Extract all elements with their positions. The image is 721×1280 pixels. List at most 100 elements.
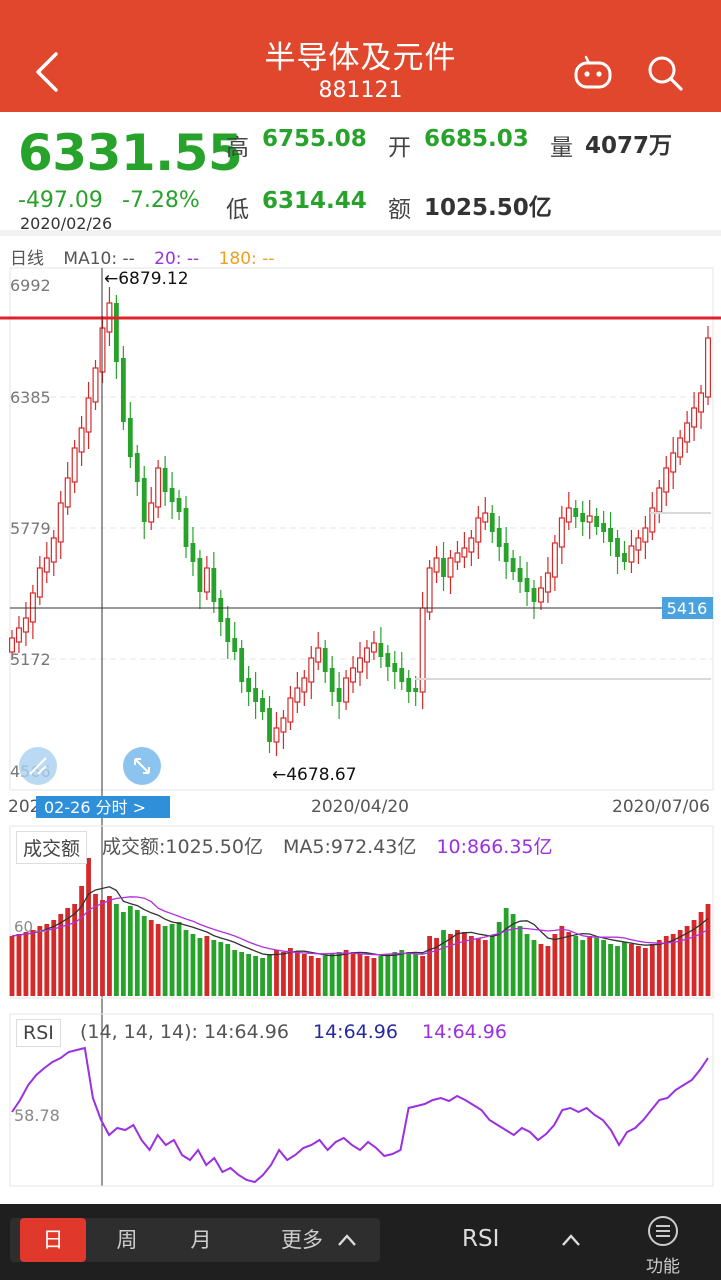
candle-body [350,667,357,683]
candle-body [176,498,182,512]
low-label: 低 [226,197,249,223]
volume-y-tick: 60… [14,918,48,936]
menu-icon[interactable] [640,1214,686,1250]
candle-body [656,487,663,513]
volume-bar [114,904,119,996]
candle-body [489,513,495,532]
candle-body [15,627,22,643]
volume-bar [30,930,36,996]
collapse-button[interactable] [19,747,57,785]
y-tick: 6385 [10,388,51,407]
rsi-tab[interactable]: RSI [16,1019,61,1047]
volume-bar [538,944,544,996]
candle-body [329,668,335,692]
volume-bar [148,920,154,996]
amount-label: 额 [388,197,411,223]
volume-bar [510,914,516,996]
indicator-select[interactable]: RSI [462,1226,500,1252]
volume-bar [413,954,419,996]
candle-body [628,545,635,563]
candle-body [92,367,99,403]
candle-body [134,453,140,482]
candle-body [426,567,433,613]
candle-body [670,452,677,473]
candle-body [225,618,231,642]
candle-body [22,617,29,633]
volume-bar [420,956,426,996]
period-day[interactable]: 日 [20,1218,86,1262]
chevron-up-icon[interactable] [336,1232,358,1248]
candle-body [413,688,419,692]
volume-bar [517,926,523,996]
volume-bar [16,934,22,996]
back-icon[interactable] [30,50,66,94]
volume-bar [378,956,384,996]
price-change: -497.09 [18,188,103,213]
candle-body [9,637,16,653]
open-label: 开 [388,135,411,161]
volume-bar [246,954,252,996]
period-more[interactable]: 更多 [281,1228,323,1252]
top-bar: 半导体及元件 881121 [0,0,721,112]
volume-ma10: 10:866.35亿 [436,836,553,858]
volume-bar [107,896,112,996]
candle-body [704,337,711,398]
candle-body [663,467,670,493]
volume-tab[interactable]: 成交额 [16,831,88,864]
period-week[interactable]: 周 [116,1228,138,1252]
volume-bar [364,956,370,996]
stock-code: 881121 [318,78,403,103]
candle-body [691,407,698,428]
volume-bars [9,858,711,996]
volume-bar [615,946,620,996]
candle-body [64,477,71,508]
volume-bar [357,954,363,996]
volume-bar [559,926,565,996]
volume-bar [608,944,613,996]
candles [9,287,711,756]
rsi-value-2: 14:64.96 [312,1021,398,1043]
volume-bar [406,952,412,996]
chart-canvas[interactable]: 5416 6992 6385 5779 5172 4566 ←6879.12 ←… [0,0,721,1204]
cursor-date-text: 02-26 分时 > [44,798,146,817]
candle-body [608,528,613,542]
high-value: 6755.08 [262,126,367,152]
y-tick: 6992 [10,276,51,295]
candle-body [239,648,245,682]
amount-value: 1025.50亿 [424,195,552,221]
rsi-frame [9,1013,714,1187]
volume-bar [225,944,231,996]
volume-bar [232,950,238,996]
period-month[interactable]: 月 [190,1228,212,1252]
volume-ma5: MA5:972.43亿 [283,836,417,858]
candle-body [551,542,558,578]
candle-body [510,558,516,572]
volume-bar [197,938,203,996]
candle-body [308,657,315,683]
candle-body [57,502,64,543]
candle-body [441,558,446,577]
candle-body [622,553,627,562]
candle-body [698,392,705,413]
candle-body [684,422,691,443]
candle-body [203,567,210,593]
robot-icon[interactable] [574,54,612,90]
volume-bar [642,948,648,996]
volume-ma10-line [11,896,709,956]
candle-body [537,587,544,603]
fullscreen-button[interactable] [123,747,161,785]
candle-body [580,513,586,522]
candle-body [461,547,468,558]
function-label[interactable]: 功能 [646,1257,680,1277]
volume-bar [636,946,641,996]
chevron-up-icon[interactable] [560,1232,582,1248]
volume-bar [190,934,196,996]
y-tick: 5779 [10,519,51,538]
cursor-date-tag[interactable] [36,796,170,818]
y-tick: 5172 [10,650,51,669]
rsi-legend: (14, 14, 14): 14:64.96 14:64.96 14:64.96 [80,1021,525,1043]
volume-bar [649,944,655,996]
candle-body [399,668,405,682]
rsi-params: (14, 14, 14): 14:64.96 [80,1021,289,1043]
search-icon[interactable] [646,54,684,92]
